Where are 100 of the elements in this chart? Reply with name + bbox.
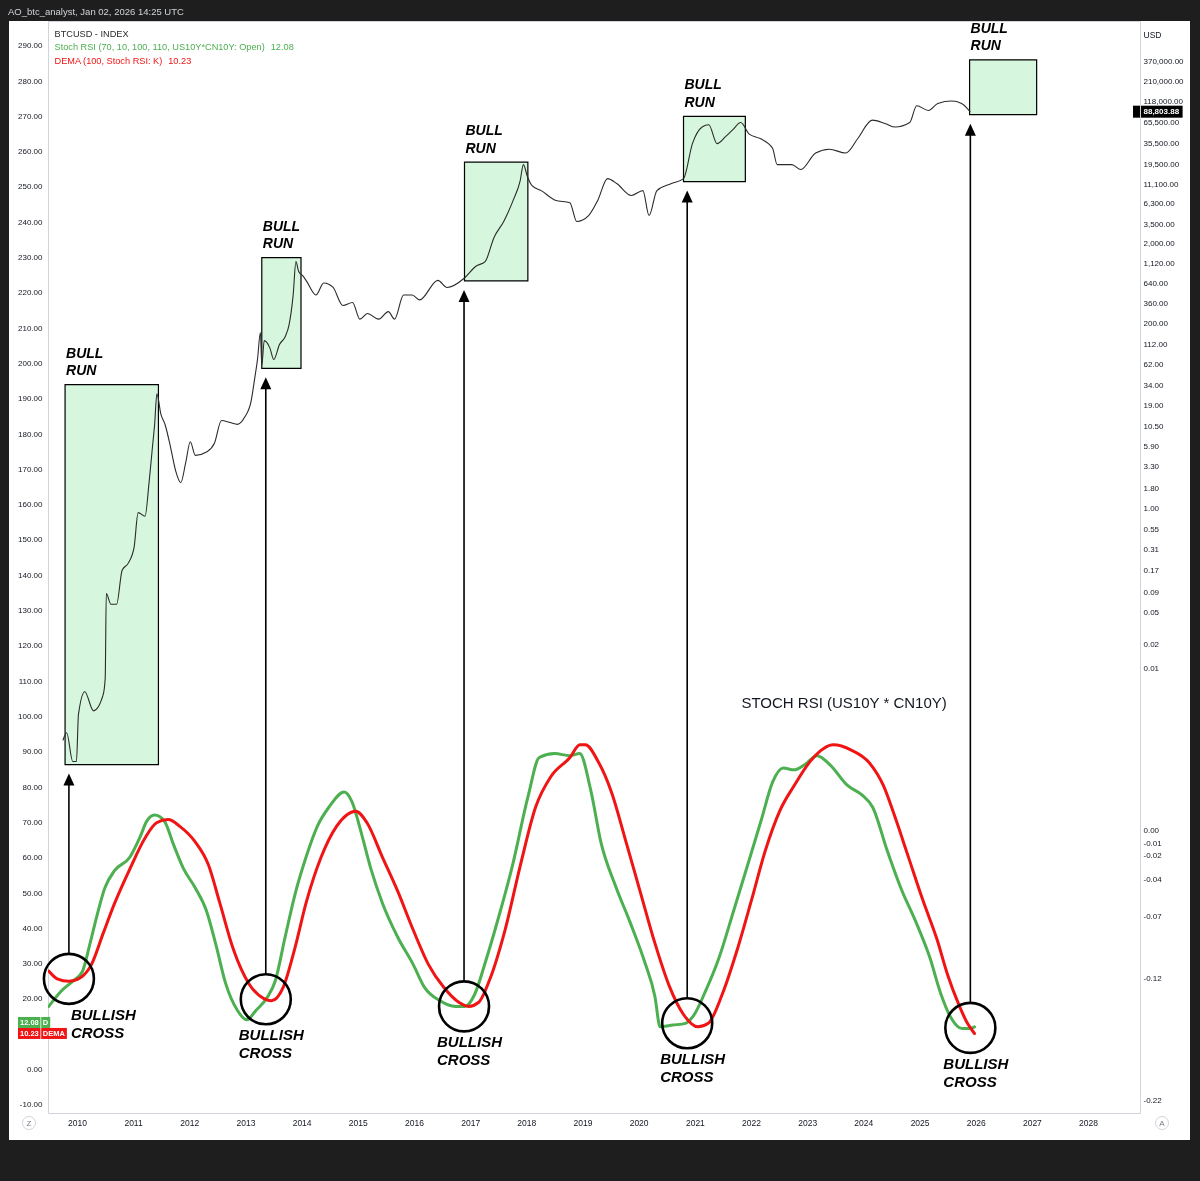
x-tick-label: 2028 <box>1079 1117 1099 1128</box>
y-tick-label: 130.00 <box>18 606 44 616</box>
y-tick-label: 0.00 <box>26 1065 44 1075</box>
x-tick-label: 2011 <box>124 1117 143 1128</box>
y2-tick-label: 640.00 <box>1143 278 1169 288</box>
y2-tick-label: 1.00 <box>1143 504 1160 514</box>
y2-axis-title: USD <box>1143 29 1162 40</box>
y-tick-label: 290.00 <box>18 41 44 51</box>
y2-tick-label: 360.00 <box>1143 299 1169 309</box>
y-tick-label: 180.00 <box>18 429 44 439</box>
x-tick-label: 2016 <box>404 1117 425 1128</box>
y-tick-label: 240.00 <box>18 217 44 227</box>
y2-tick-label: 0.31 <box>1143 544 1160 554</box>
y2-tick-label: 10.50 <box>1143 422 1165 432</box>
y2-tick-label: 62.00 <box>1143 360 1165 370</box>
y3-tick-label: -0.12 <box>1143 973 1163 983</box>
y2-tick-label: 34.00 <box>1143 381 1165 391</box>
x-tick-label: 2026 <box>966 1117 986 1128</box>
annotation: BULLISH CROSS <box>70 1005 138 1041</box>
x-tick-label: 2027 <box>1022 1117 1043 1128</box>
x-tick-label: 2012 <box>180 1117 200 1128</box>
y2-tick-label: 1,120.00 <box>1143 259 1176 269</box>
y-tick-label: 30.00 <box>22 959 44 969</box>
x-tick-label: 2021 <box>685 1117 706 1128</box>
y2-tick-label: 370,000.00 <box>1143 57 1185 67</box>
y3-tick-label: -0.02 <box>1143 850 1163 860</box>
y3-tick-label: 0.00 <box>1143 826 1160 836</box>
y2-tick-label: 11,100.00 <box>1143 179 1180 189</box>
y3-tick-label: -0.01 <box>1143 838 1163 848</box>
y-tick-label: 280.00 <box>18 76 44 86</box>
y-tick-label: 20.00 <box>22 994 44 1004</box>
y-tick-label: 170.00 <box>18 464 44 474</box>
x-tick-label: 2018 <box>517 1117 537 1128</box>
y-tick-label: 90.00 <box>22 747 44 757</box>
annotation: BULLISH CROSS <box>238 1026 305 1062</box>
annotation: BULLISH CROSS <box>943 1054 1010 1090</box>
y-tick-label: 80.00 <box>22 782 44 792</box>
y-tick-label: 40.00 <box>22 923 44 933</box>
y2-tick-label: 1.80 <box>1143 483 1160 493</box>
y3-tick-label: -0.04 <box>1143 875 1163 885</box>
x-tick-label: 2014 <box>292 1117 312 1128</box>
x-tick-label: 2022 <box>742 1117 762 1128</box>
y-tick-label: 230.00 <box>18 253 44 263</box>
x-tick-label: 2017 <box>461 1117 481 1128</box>
annotation: STOCH RSI (US10Y * CN10Y) <box>741 694 947 711</box>
annotation: BULL RUN <box>262 217 301 252</box>
y-tick-label: 100.00 <box>18 712 44 722</box>
y3-tick-label: -0.07 <box>1143 912 1163 922</box>
y2-tick-label: 88,803.88 <box>1143 107 1180 117</box>
y-tick-label: 270.00 <box>18 111 44 121</box>
y-tick-label: 110.00 <box>18 676 44 686</box>
y-tick-label: 70.00 <box>22 817 44 827</box>
y2-tick-label: 0.05 <box>1143 608 1160 618</box>
x-tick-label: 2013 <box>236 1117 256 1128</box>
y-tick-label: 250.00 <box>18 182 44 192</box>
y2-tick-label: 6,300.00 <box>1143 199 1176 209</box>
annotation: BULL RUN <box>684 76 722 110</box>
y-tick-label: 220.00 <box>18 288 44 298</box>
y2-tick-label: 3.30 <box>1143 462 1160 472</box>
x-tick-label: 2025 <box>910 1117 930 1128</box>
y-tick-label: 200.00 <box>18 358 44 368</box>
x-tick-label: 2023 <box>798 1117 818 1128</box>
annotation: 12.08 <box>270 42 294 53</box>
annotation: BULLISH CROSS <box>660 1050 727 1086</box>
y-tick-label: 150.00 <box>18 535 44 545</box>
x-tick-label: 2024 <box>854 1117 874 1128</box>
annotation: 10.23 <box>168 55 192 66</box>
text: AO_btc_analyst, Jan 02, 2026 14:25 UTC <box>8 6 184 17</box>
y-tick-label: 50.00 <box>22 888 44 898</box>
y-tick-label: 160.00 <box>18 500 44 510</box>
x-tick-label: 2015 <box>348 1117 368 1128</box>
text: Stoch RSI (70, 10, 100, 110, US10Y*CN10Y: Open) <box>54 42 265 53</box>
annotation: BULLISH CROSS <box>437 1033 504 1069</box>
y2-tick-label: 5.90 <box>1143 442 1160 452</box>
y2-tick-label: 210,000.00 <box>1143 77 1185 87</box>
y3-tick-label: -0.22 <box>1143 1096 1163 1106</box>
annotation: BULL RUN <box>465 122 503 156</box>
annotation: BULL RUN <box>66 344 104 379</box>
x-tick-label: 2020 <box>629 1117 649 1128</box>
y2-tick-label: 3,500.00 <box>1143 219 1176 229</box>
y2-tick-label: 35,500.00 <box>1143 139 1180 149</box>
y-tick-label: 190.00 <box>18 394 44 404</box>
y-tick-label: 210.00 <box>18 323 44 333</box>
y-tick-label: 60.00 <box>22 853 44 863</box>
y2-tick-label: 0.55 <box>1143 524 1160 534</box>
y2-tick-label: 0.17 <box>1143 565 1160 575</box>
x-tick-label: 2010 <box>67 1117 88 1128</box>
y2-tick-label: 118,000.00 <box>1143 97 1184 107</box>
y-tick-label: -10.00 <box>19 1100 44 1110</box>
text: DEMA (100, Stoch RSI: K) <box>54 55 163 66</box>
y2-tick-label: 0.01 <box>1143 664 1160 674</box>
y2-tick-label: 2,000.00 <box>1143 239 1176 249</box>
y-tick-label: 260.00 <box>18 147 44 157</box>
y2-tick-label: 19,500.00 <box>1143 159 1180 169</box>
x-tick-label: 2019 <box>573 1117 593 1128</box>
annotation: BULL RUN <box>970 19 1008 54</box>
y2-tick-label: 0.09 <box>1143 587 1160 597</box>
text: BTCUSD - INDEX <box>54 29 129 39</box>
y2-tick-label: 19.00 <box>1143 401 1165 411</box>
y2-tick-label: 65,500.00 <box>1143 117 1180 127</box>
